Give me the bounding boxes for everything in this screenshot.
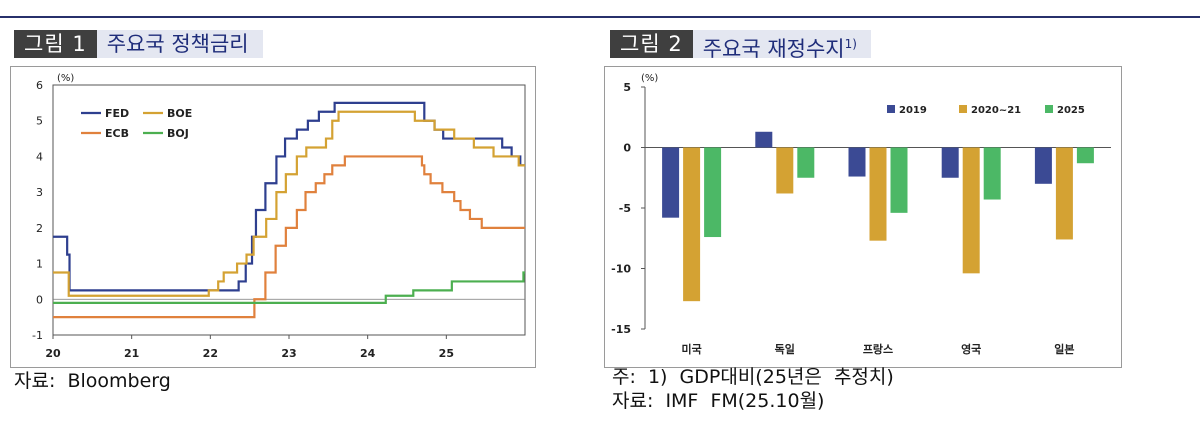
bar-2019-영국 — [941, 147, 959, 178]
legend-swatch-2025 — [1045, 105, 1053, 113]
fiscal-balance-chart: (%) 5 0 -5 -10 -15 미국 독일 프랑스 영국 일본 2019 2020~21 2025 — [611, 73, 1111, 356]
bar-2019-프랑스 — [848, 147, 866, 177]
bar-2019-미국 — [662, 147, 680, 218]
x-tick-label: 20 — [45, 347, 61, 360]
legend-label-ecb: ECB — [105, 127, 129, 140]
bar-2020~21-일본 — [1055, 147, 1073, 240]
bar-2025-독일 — [797, 147, 815, 178]
legend-label-2019: 2019 — [899, 105, 927, 116]
x-category-label: 독일 — [775, 342, 795, 356]
bar-2020~21-독일 — [776, 147, 794, 194]
y-unit-label: (%) — [57, 73, 74, 84]
legend-label-boj: BOJ — [167, 127, 189, 140]
figure2-title: 주요국 재정수지1) — [692, 30, 871, 61]
bar-2019-독일 — [755, 131, 773, 148]
figure1-source: 자료: Bloomberg — [14, 370, 171, 392]
y-tick-label: 0 — [36, 293, 43, 306]
legend-swatch-2020~21 — [959, 105, 967, 113]
series-line-boj — [53, 271, 525, 304]
series-line-boe — [53, 110, 525, 297]
legend-label-fed: FED — [105, 107, 129, 120]
figure1-title: 주요국 정책금리 — [96, 30, 263, 58]
x-category-label: 일본 — [1054, 342, 1074, 356]
x-tick-label: 22 — [203, 347, 218, 360]
figure2-title-footnote-mark: 1) — [844, 37, 857, 51]
series-line-ecb — [53, 155, 525, 319]
y-tick-label: -15 — [611, 323, 631, 336]
bar-2020~21-미국 — [683, 147, 701, 302]
bar-2025-일본 — [1076, 147, 1094, 164]
y-tick-label: 6 — [36, 79, 43, 92]
figure2-source: 자료: IMF FM(25.10월) — [612, 390, 825, 412]
y-tick-label: 3 — [36, 186, 43, 199]
y-tick-label: -1 — [32, 329, 43, 342]
legend-swatch-2019 — [887, 105, 895, 113]
plot-frame — [52, 84, 526, 336]
top-rule — [0, 16, 1200, 18]
legend-label-2020~21: 2020~21 — [971, 105, 1021, 116]
y-tick-label: -5 — [619, 202, 631, 215]
x-tick-label: 25 — [439, 347, 454, 360]
figure2-header: 그림 2 주요국 재정수지1) — [610, 30, 871, 61]
y-unit-label: (%) — [641, 73, 658, 84]
figure1-header: 그림 1 주요국 정책금리 — [14, 30, 263, 58]
y-tick-label: 0 — [623, 142, 631, 155]
y-tick-label: 1 — [36, 258, 43, 271]
x-tick-label: 24 — [360, 347, 376, 360]
x-category-label: 영국 — [961, 343, 981, 356]
bar-2025-미국 — [704, 147, 722, 238]
x-tick-label: 21 — [124, 347, 139, 360]
bar-2019-일본 — [1034, 147, 1052, 184]
x-category-label: 프랑스 — [863, 343, 893, 356]
y-tick-label: 4 — [36, 150, 43, 163]
x-tick-label: 23 — [281, 347, 296, 360]
legend-label-2025: 2025 — [1057, 105, 1085, 116]
bar-2025-영국 — [983, 147, 1001, 200]
bar-2020~21-영국 — [962, 147, 980, 274]
legend-label-boe: BOE — [167, 107, 192, 120]
series-line-fed — [53, 101, 525, 292]
figure2-note: 주: 1) GDP대비(25년은 추정치) — [612, 366, 894, 388]
y-tick-label: 2 — [36, 222, 43, 235]
y-tick-label: 5 — [36, 115, 43, 128]
figure1-panel: (%) 6 5 4 3 2 1 0 -1 20 21 22 23 24 25 FED BOE ECB BOJ — [10, 66, 536, 368]
y-tick-label: 5 — [623, 81, 631, 94]
y-tick-label: -10 — [611, 263, 631, 276]
figure2-panel: (%) 5 0 -5 -10 -15 미국 독일 프랑스 영국 일본 2019 2020~21 2025 — [604, 66, 1122, 368]
x-category-label: 미국 — [681, 342, 701, 356]
bar-2025-프랑스 — [890, 147, 908, 213]
figure2-title-text: 주요국 재정수지 — [702, 37, 845, 61]
figure2-number: 그림 2 — [610, 30, 693, 58]
bar-2020~21-프랑스 — [869, 147, 887, 241]
figure1-number: 그림 1 — [14, 30, 97, 58]
